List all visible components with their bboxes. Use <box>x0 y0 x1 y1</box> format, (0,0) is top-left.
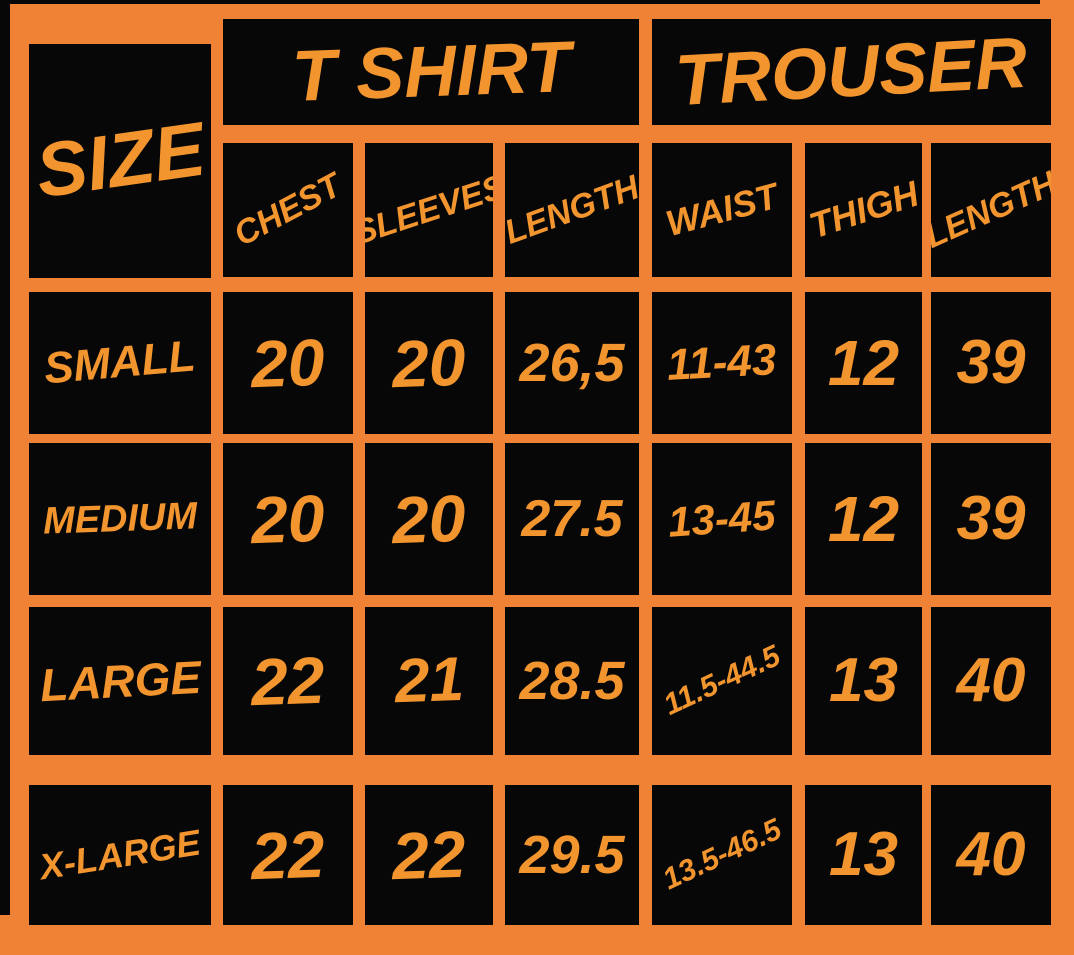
col-header-chest-label: CHEST <box>228 166 348 254</box>
cell-small-chest: 20 <box>223 292 353 434</box>
cell-small-length-trouser: 39 <box>931 292 1051 434</box>
cell-small-thigh-value: 12 <box>827 327 900 399</box>
cell-large-sleeves: 21 <box>365 607 493 755</box>
cell-small-thigh: 12 <box>805 292 922 434</box>
cell-xlarge-length-trouser-value: 40 <box>956 820 1026 889</box>
header-group-tshirt-label: T SHIRT <box>290 27 572 117</box>
col-header-waist-label: WAIST <box>661 174 783 245</box>
cell-large-length: 28.5 <box>505 607 639 755</box>
cell-medium-length-trouser-value: 39 <box>956 484 1026 553</box>
cell-medium-sleeves-value: 20 <box>391 480 467 558</box>
col-header-length-shirt: LENGTH <box>505 143 639 277</box>
row-header-size: SIZE <box>29 44 211 278</box>
cell-small-length: 26,5 <box>505 292 639 434</box>
cell-large-waist-value: 11.5-44.5 <box>658 639 786 722</box>
cell-medium-chest-value: 20 <box>250 480 326 558</box>
cell-xlarge-waist-value: 13.5-46.5 <box>657 812 787 897</box>
col-header-length-trouser-label: LENGTH <box>931 164 1051 256</box>
cell-large-length-value: 28.5 <box>519 651 625 711</box>
cell-large-sleeves-value: 21 <box>393 644 465 717</box>
cell-small-chest-value: 20 <box>250 324 326 402</box>
crop-artifact-left <box>0 0 10 915</box>
col-header-length-shirt-label: LENGTH <box>505 168 639 252</box>
cell-medium-sleeves: 20 <box>365 443 493 595</box>
cell-small-sleeves: 20 <box>365 292 493 434</box>
cell-medium-thigh: 12 <box>805 443 922 595</box>
col-header-sleeves: SLEEVES <box>365 143 493 277</box>
cell-xlarge-thigh: 13 <box>805 785 922 925</box>
cell-medium-thigh-value: 12 <box>827 483 900 555</box>
cell-xlarge-chest: 22 <box>223 785 353 925</box>
crop-artifact-top <box>0 0 1040 4</box>
cell-large-length-trouser: 40 <box>931 607 1051 755</box>
row-label-medium: MEDIUM <box>29 443 211 595</box>
cell-medium-length-trouser: 39 <box>931 443 1051 595</box>
row-label-small: SMALL <box>29 292 211 434</box>
row-label-xlarge: X-LARGE <box>29 785 211 925</box>
cell-large-thigh: 13 <box>805 607 922 755</box>
row-label-small-text: SMALL <box>42 331 198 394</box>
cell-large-waist: 11.5-44.5 <box>652 607 792 755</box>
cell-small-length-trouser-value: 39 <box>956 328 1026 397</box>
cell-xlarge-waist: 13.5-46.5 <box>652 785 792 925</box>
row-header-size-label: SIZE <box>30 106 210 215</box>
cell-xlarge-sleeves-value: 22 <box>391 816 467 894</box>
col-header-thigh: THIGH <box>805 143 922 277</box>
col-header-chest: CHEST <box>223 143 353 277</box>
cell-xlarge-length-value: 29.5 <box>519 825 625 885</box>
cell-large-chest-value: 22 <box>250 642 326 720</box>
row-label-xlarge-text: X-LARGE <box>36 821 204 888</box>
cell-large-chest: 22 <box>223 607 353 755</box>
cell-xlarge-length-trouser: 40 <box>931 785 1051 925</box>
row-label-large-text: LARGE <box>38 650 202 712</box>
cell-xlarge-sleeves: 22 <box>365 785 493 925</box>
cell-xlarge-length: 29.5 <box>505 785 639 925</box>
row-label-large: LARGE <box>29 607 211 755</box>
col-header-sleeves-label: SLEEVES <box>365 167 493 253</box>
cell-xlarge-chest-value: 22 <box>250 816 326 894</box>
cell-xlarge-thigh-value: 13 <box>829 820 898 889</box>
cell-small-waist: 11-43 <box>652 292 792 434</box>
cell-medium-waist: 13-45 <box>652 443 792 595</box>
header-group-trouser-label: TROUSER <box>673 22 1030 122</box>
col-header-waist: WAIST <box>652 143 792 277</box>
cell-large-length-trouser-value: 40 <box>956 646 1026 715</box>
cell-small-waist-value: 11-43 <box>666 335 778 390</box>
cell-small-sleeves-value: 20 <box>391 324 467 402</box>
cell-small-length-value: 26,5 <box>519 333 625 393</box>
row-label-medium-text: MEDIUM <box>42 495 198 543</box>
cell-large-thigh-value: 13 <box>829 646 898 715</box>
col-header-length-trouser: LENGTH <box>931 143 1051 277</box>
col-header-thigh-label: THIGH <box>805 172 922 247</box>
header-group-trouser: TROUSER <box>652 19 1051 125</box>
cell-medium-length-value: 27.5 <box>521 490 623 548</box>
header-group-tshirt: T SHIRT <box>223 19 639 125</box>
cell-medium-waist-value: 13-45 <box>666 491 778 546</box>
cell-medium-length: 27.5 <box>505 443 639 595</box>
cell-medium-chest: 20 <box>223 443 353 595</box>
